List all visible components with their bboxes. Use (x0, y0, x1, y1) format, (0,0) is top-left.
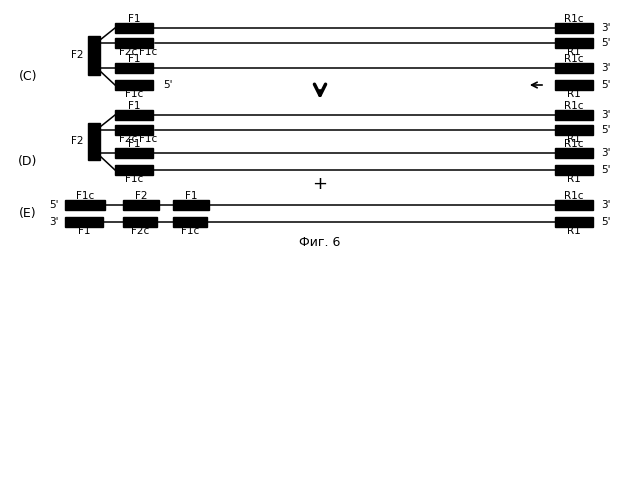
Text: F1: F1 (128, 54, 140, 64)
Text: Фиг. 6: Фиг. 6 (299, 236, 340, 248)
Text: F1c: F1c (125, 174, 143, 184)
Bar (555, 165, 593, 175)
Text: F1: F1 (128, 139, 140, 149)
Text: F2c: F2c (131, 226, 149, 236)
Text: 5': 5' (601, 217, 610, 227)
Text: +: + (313, 175, 328, 193)
Bar (65, 200, 105, 210)
Bar (173, 217, 207, 227)
Bar (555, 217, 593, 227)
Text: 3': 3' (601, 200, 610, 210)
Text: F2: F2 (72, 50, 84, 60)
Bar (88, 123, 100, 160)
Bar (115, 148, 153, 158)
Text: R1: R1 (567, 226, 581, 236)
Text: 5': 5' (601, 38, 610, 48)
Bar (173, 200, 209, 210)
Text: R1: R1 (567, 89, 581, 99)
Text: 5': 5' (601, 80, 610, 90)
Text: 3': 3' (601, 63, 610, 73)
Text: F2: F2 (135, 191, 147, 201)
Text: R1c: R1c (564, 191, 584, 201)
Text: R1: R1 (567, 174, 581, 184)
Bar (123, 217, 157, 227)
Text: F2: F2 (72, 136, 84, 146)
Text: F1c: F1c (139, 47, 157, 57)
Bar (115, 38, 153, 48)
Bar (123, 200, 159, 210)
Text: 3': 3' (49, 217, 59, 227)
Bar (555, 23, 593, 33)
Text: 5': 5' (601, 165, 610, 175)
Text: F1c: F1c (139, 134, 157, 144)
Text: 5': 5' (163, 80, 172, 90)
Text: (C): (C) (19, 70, 37, 83)
Text: R1c: R1c (564, 14, 584, 24)
Text: 3': 3' (601, 23, 610, 33)
Bar (555, 200, 593, 210)
Text: 3': 3' (601, 110, 610, 120)
Text: (E): (E) (19, 207, 37, 220)
Bar (115, 80, 153, 90)
Text: F1c: F1c (125, 89, 143, 99)
Text: 5': 5' (601, 125, 610, 135)
Text: (D): (D) (19, 155, 38, 168)
Bar (555, 110, 593, 120)
Text: F1: F1 (128, 14, 140, 24)
Bar (115, 63, 153, 73)
Text: R1c: R1c (564, 101, 584, 111)
Text: R1c: R1c (564, 54, 584, 64)
Text: F1: F1 (78, 226, 90, 236)
Text: R1c: R1c (564, 139, 584, 149)
Bar (555, 63, 593, 73)
Bar (88, 36, 100, 75)
Text: F1c: F1c (76, 191, 94, 201)
Bar (115, 125, 153, 135)
Bar (555, 148, 593, 158)
Bar (555, 38, 593, 48)
Text: F1: F1 (128, 101, 140, 111)
Bar (115, 110, 153, 120)
Bar (115, 23, 153, 33)
Text: F2c: F2c (119, 47, 137, 57)
Text: F1c: F1c (181, 226, 199, 236)
Text: R1: R1 (567, 134, 581, 144)
Text: 5': 5' (49, 200, 59, 210)
Text: R1: R1 (567, 47, 581, 57)
Bar (115, 165, 153, 175)
Bar (555, 80, 593, 90)
Bar (65, 217, 103, 227)
Text: F2c: F2c (119, 134, 137, 144)
Bar (555, 125, 593, 135)
Text: F1: F1 (185, 191, 197, 201)
Text: 3': 3' (601, 148, 610, 158)
